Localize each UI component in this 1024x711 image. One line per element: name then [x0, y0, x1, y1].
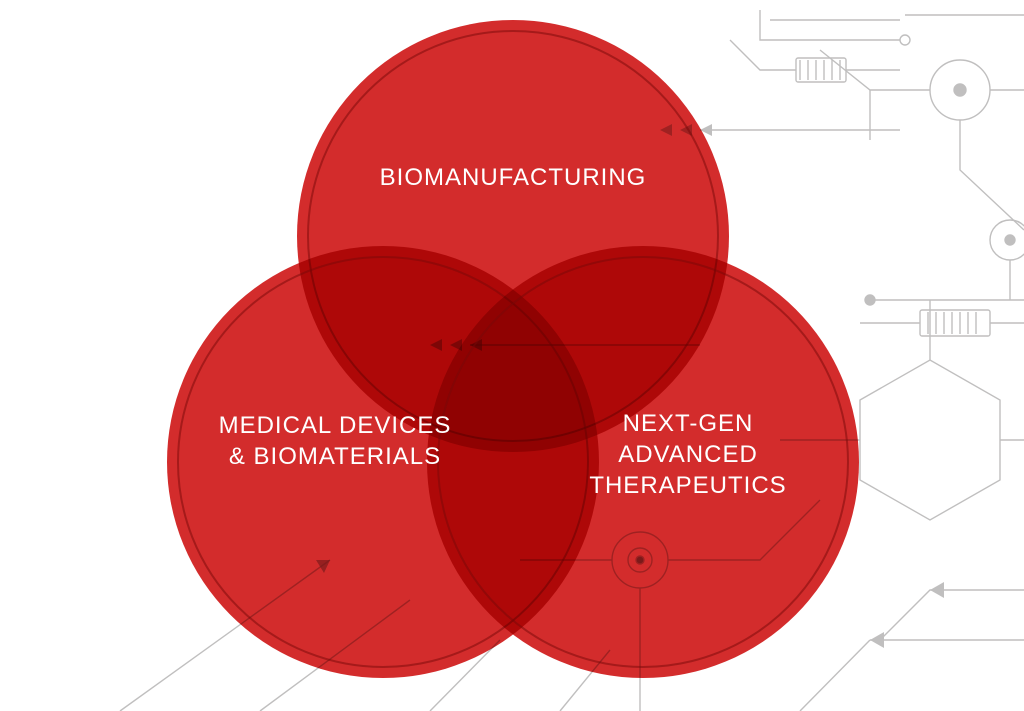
venn-label-right: NEXT-GEN ADVANCED THERAPEUTICS	[548, 408, 828, 502]
diagram-stage: BIOMANUFACTURING MEDICAL DEVICES & BIOMA…	[0, 0, 1024, 711]
venn-label-top: BIOMANUFACTURING	[333, 162, 693, 193]
venn-label-left: MEDICAL DEVICES & BIOMATERIALS	[185, 410, 485, 472]
